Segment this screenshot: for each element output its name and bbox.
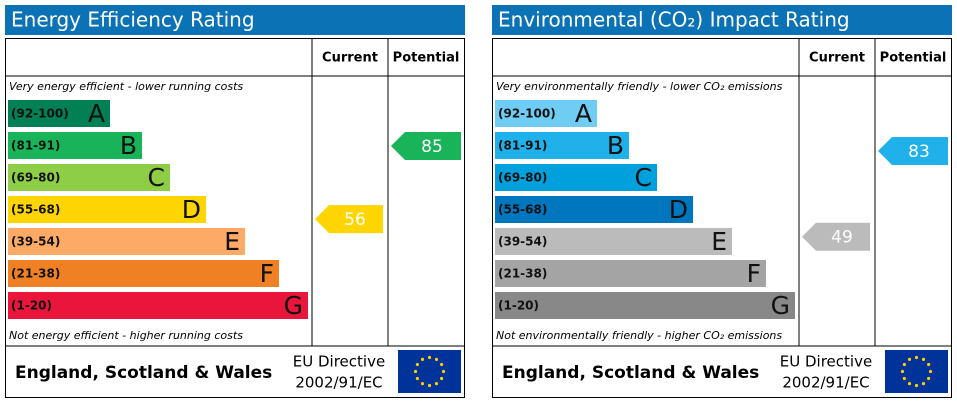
band-range: (69-80) — [498, 171, 547, 185]
band-letter: B — [607, 131, 624, 160]
band-bar — [495, 292, 795, 319]
band-bar — [8, 132, 142, 159]
band-bar — [495, 196, 693, 223]
band-letter: E — [711, 227, 727, 256]
flag-star — [907, 382, 912, 386]
flag-star — [900, 369, 905, 374]
band-letter: B — [120, 131, 137, 160]
flag-star — [415, 362, 419, 367]
column-header: Current — [809, 51, 865, 66]
band-bar — [8, 292, 308, 319]
rating-panel: Energy Efficiency Rating Current Potential… — [5, 5, 465, 398]
flag-star — [413, 369, 418, 374]
band-range: (55-68) — [11, 203, 60, 217]
band-range: (1-20) — [498, 299, 539, 313]
flag-star — [427, 355, 432, 360]
footer-code: 2002/91/EC — [295, 374, 382, 392]
band-letter: E — [224, 227, 240, 256]
flag-star — [928, 369, 933, 374]
band-range: (1-20) — [11, 299, 52, 313]
band-letter: A — [88, 99, 105, 128]
rating-arrow — [391, 132, 461, 160]
band-letter: C — [148, 163, 165, 192]
band-range: (21-38) — [498, 267, 547, 281]
band-bar — [8, 260, 279, 287]
rating-value: 49 — [831, 228, 853, 248]
footer-region: England, Scotland & Wales — [15, 363, 272, 383]
band-range: (39-54) — [498, 235, 547, 249]
band-bar — [495, 164, 657, 191]
band-bar — [495, 100, 597, 127]
panel-title: Energy Efficiency Rating — [11, 8, 255, 32]
rating-value: 85 — [421, 137, 443, 157]
rating-arrow — [878, 137, 948, 166]
panel-title: Environmental (CO₂) Impact Rating — [498, 8, 850, 32]
footer-code: 2002/91/EC — [782, 374, 869, 392]
rating-panel: Environmental (CO₂) Impact Rating Current… — [492, 5, 952, 398]
band-bar — [495, 228, 732, 255]
flag-star — [434, 382, 439, 386]
flag-star — [902, 362, 906, 367]
rating-value: 56 — [344, 210, 366, 230]
band-letter: F — [260, 259, 274, 288]
flag-star — [441, 369, 446, 374]
band-letter: F — [747, 259, 761, 288]
band-bar — [495, 132, 629, 159]
flag-star — [427, 383, 432, 388]
column-header: Potential — [393, 51, 460, 66]
rating-arrow — [315, 205, 383, 234]
column-header: Current — [322, 51, 378, 66]
title-bar — [5, 5, 465, 35]
flag-star — [902, 376, 906, 381]
footer-directive: EU Directive — [780, 353, 872, 371]
bottom-note: Not environmentally friendly - higher CO… — [496, 329, 782, 342]
top-note: Very energy efficient - lower running co… — [9, 80, 243, 93]
flag-star — [420, 382, 425, 386]
flag-star — [434, 357, 439, 361]
band-letter: A — [575, 99, 592, 128]
band-letter: G — [771, 291, 790, 320]
flag-star — [420, 357, 425, 361]
frame — [5, 38, 465, 398]
band-range: (21-38) — [11, 267, 60, 281]
top-note: Very environmentally friendly - lower CO… — [496, 80, 783, 93]
band-range: (81-91) — [498, 139, 547, 153]
flag-star — [921, 382, 926, 386]
flag-star — [927, 376, 931, 381]
flag-star — [927, 362, 931, 367]
band-bar — [8, 100, 110, 127]
band-range: (69-80) — [11, 171, 60, 185]
rating-arrow — [802, 222, 870, 251]
band-bar — [8, 196, 206, 223]
band-letter: C — [635, 163, 652, 192]
band-bar — [8, 164, 170, 191]
footer-region: England, Scotland & Wales — [502, 363, 759, 383]
flag-star — [907, 357, 912, 361]
band-letter: G — [284, 291, 303, 320]
band-bar — [495, 260, 766, 287]
band-range: (81-91) — [11, 139, 60, 153]
column-header: Potential — [880, 51, 947, 66]
frame — [492, 38, 952, 398]
flag-star — [921, 357, 926, 361]
title-bar — [492, 5, 952, 35]
band-range: (92-100) — [11, 107, 69, 121]
bottom-note: Not energy efficient - higher running co… — [9, 329, 243, 342]
footer-directive: EU Directive — [293, 353, 385, 371]
band-letter: D — [182, 195, 201, 224]
flag-star — [440, 362, 444, 367]
band-letter: D — [669, 195, 688, 224]
rating-value: 83 — [908, 142, 930, 162]
flag-star — [440, 376, 444, 381]
band-bar — [8, 228, 245, 255]
band-range: (55-68) — [498, 203, 547, 217]
band-range: (92-100) — [498, 107, 556, 121]
flag-star — [914, 355, 919, 360]
flag-star — [914, 383, 919, 388]
flag-star — [415, 376, 419, 381]
band-range: (39-54) — [11, 235, 60, 249]
